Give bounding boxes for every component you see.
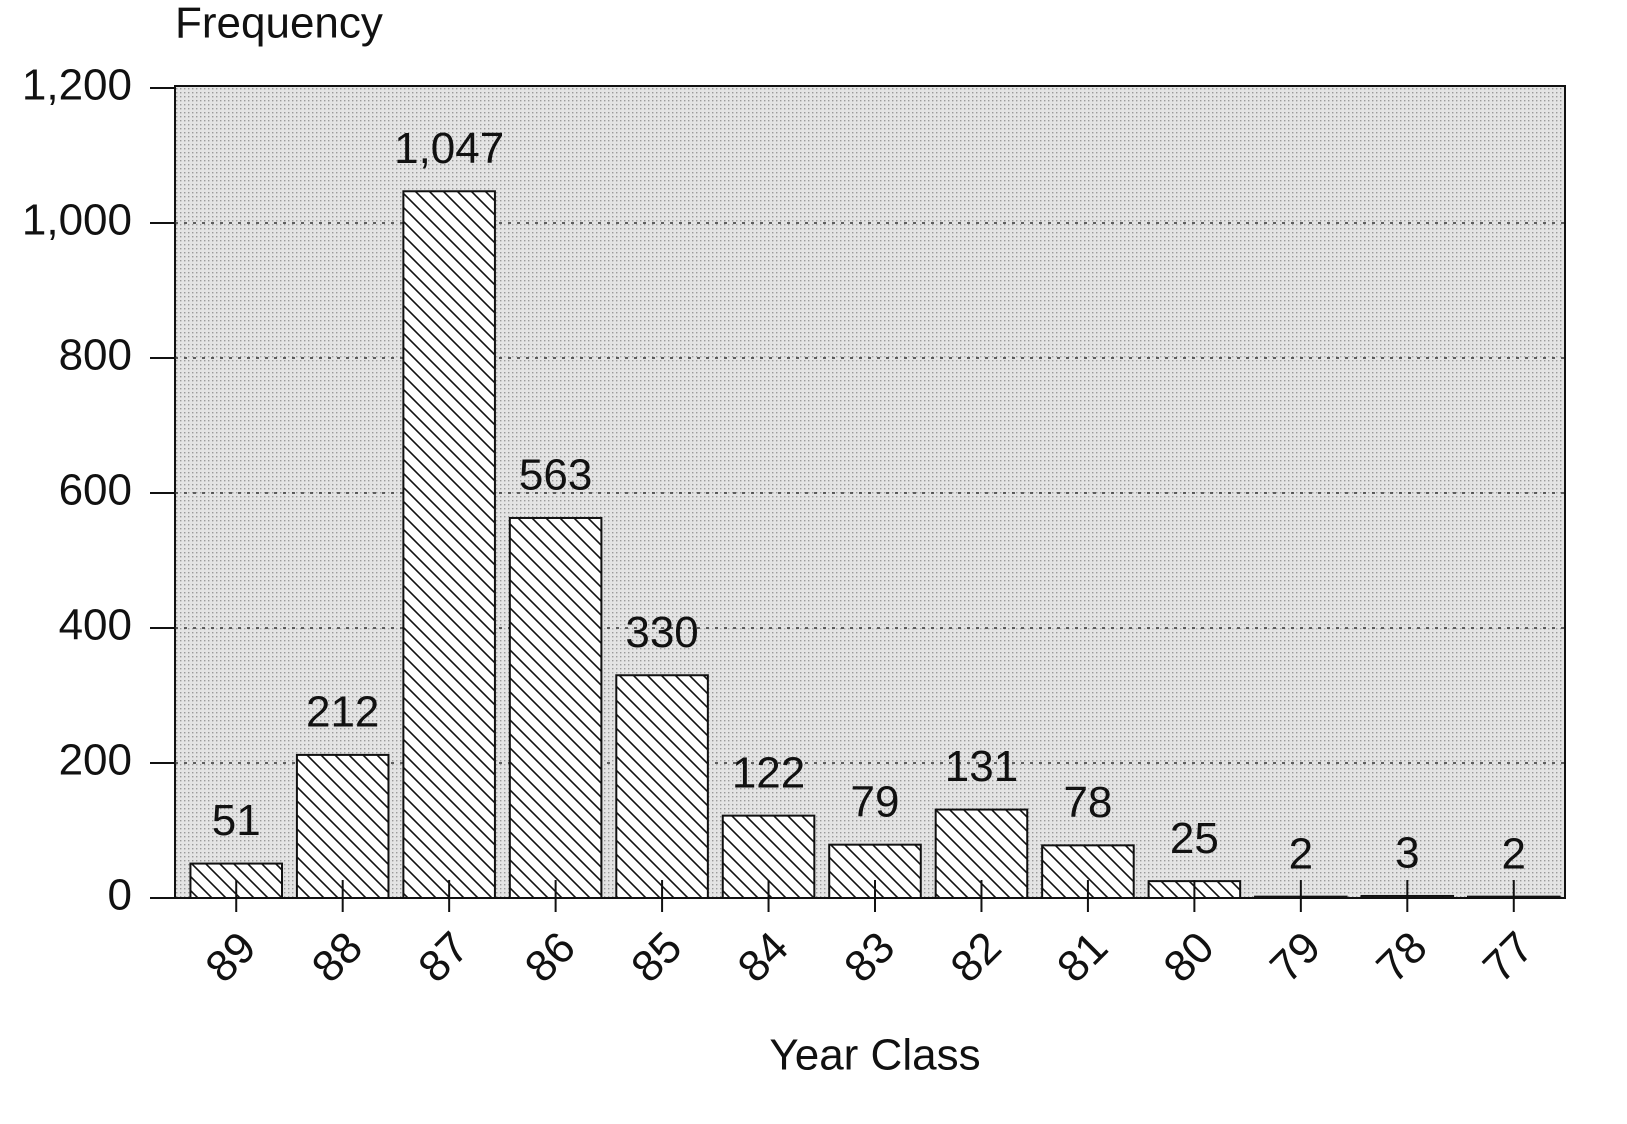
x-tick-label: 85 [622, 923, 691, 992]
value-label: 25 [1170, 814, 1219, 863]
bar [615, 674, 709, 899]
y-tick-label: 400 [59, 601, 132, 650]
y-tick-label: 600 [59, 466, 132, 515]
x-tick-label: 81 [1048, 923, 1117, 992]
value-label: 330 [625, 608, 698, 657]
value-label: 212 [306, 688, 379, 737]
value-label: 2 [1502, 829, 1526, 878]
value-label: 1,047 [394, 124, 504, 173]
x-tick-label: 79 [1261, 923, 1330, 992]
x-tick-label: 83 [835, 923, 904, 992]
value-label: 563 [519, 451, 592, 500]
x-tick-label: 80 [1154, 923, 1223, 992]
y-tick-label: 200 [59, 736, 132, 785]
y-tick-label: 1,200 [22, 61, 132, 110]
value-label: 3 [1395, 829, 1419, 878]
bar [402, 190, 496, 899]
y-tick-label: 0 [108, 871, 132, 920]
x-tick-label: 78 [1367, 923, 1436, 992]
value-label: 2 [1289, 829, 1313, 878]
x-tick-label: 87 [409, 923, 478, 992]
bar [295, 753, 390, 900]
value-label: 131 [945, 742, 1018, 791]
value-label: 79 [851, 777, 900, 826]
x-tick-label: 86 [516, 923, 585, 992]
y-axis-title: Frequency [175, 0, 383, 48]
y-tick-label: 800 [59, 331, 132, 380]
value-label: 122 [732, 748, 805, 797]
value-label: 78 [1063, 778, 1112, 827]
x-axis-title: Year Class [769, 1031, 980, 1080]
x-tick-label: 84 [729, 923, 798, 992]
y-tick-label: 1,000 [22, 196, 132, 245]
value-label: 51 [212, 796, 261, 845]
bar [508, 516, 603, 899]
x-tick-label: 88 [303, 923, 372, 992]
x-tick-label: 82 [941, 923, 1010, 992]
x-tick-label: 89 [196, 923, 265, 992]
x-tick-label: 77 [1474, 923, 1543, 992]
